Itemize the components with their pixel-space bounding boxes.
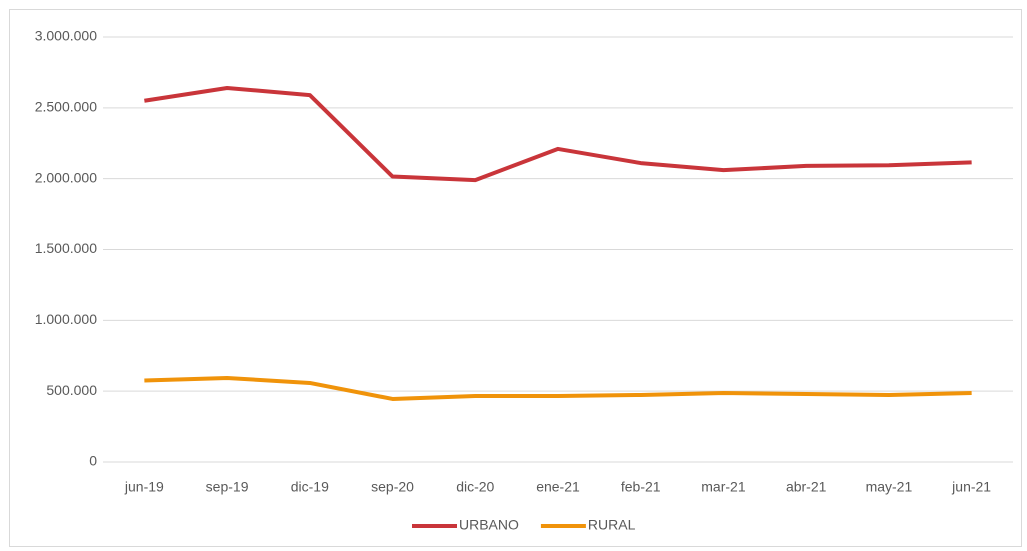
legend-label: URBANO	[459, 517, 519, 533]
x-tick-label: dic-20	[456, 479, 494, 495]
y-tick-label: 2.500.000	[35, 99, 97, 115]
x-tick-label: jun-21	[951, 479, 991, 495]
x-tick-label: may-21	[866, 479, 913, 495]
x-tick-label: dic-19	[291, 479, 329, 495]
x-tick-label: ene-21	[536, 479, 580, 495]
x-tick-label: sep-19	[206, 479, 249, 495]
legend-label: RURAL	[588, 517, 636, 533]
chart-border	[9, 9, 1022, 547]
y-tick-label: 1.000.000	[35, 311, 97, 327]
x-tick-label: mar-21	[701, 479, 746, 495]
y-tick-label: 2.000.000	[35, 169, 97, 185]
y-tick-label: 1.500.000	[35, 240, 97, 256]
y-tick-label: 3.000.000	[35, 28, 97, 44]
x-tick-label: abr-21	[786, 479, 827, 495]
series-line	[144, 86, 972, 183]
y-tick-label: 0	[89, 453, 97, 469]
series-line	[144, 375, 972, 401]
x-tick-label: sep-20	[371, 479, 414, 495]
y-tick-label: 500.000	[46, 382, 97, 398]
x-tick-label: feb-21	[621, 479, 661, 495]
x-tick-label: jun-19	[124, 479, 164, 495]
